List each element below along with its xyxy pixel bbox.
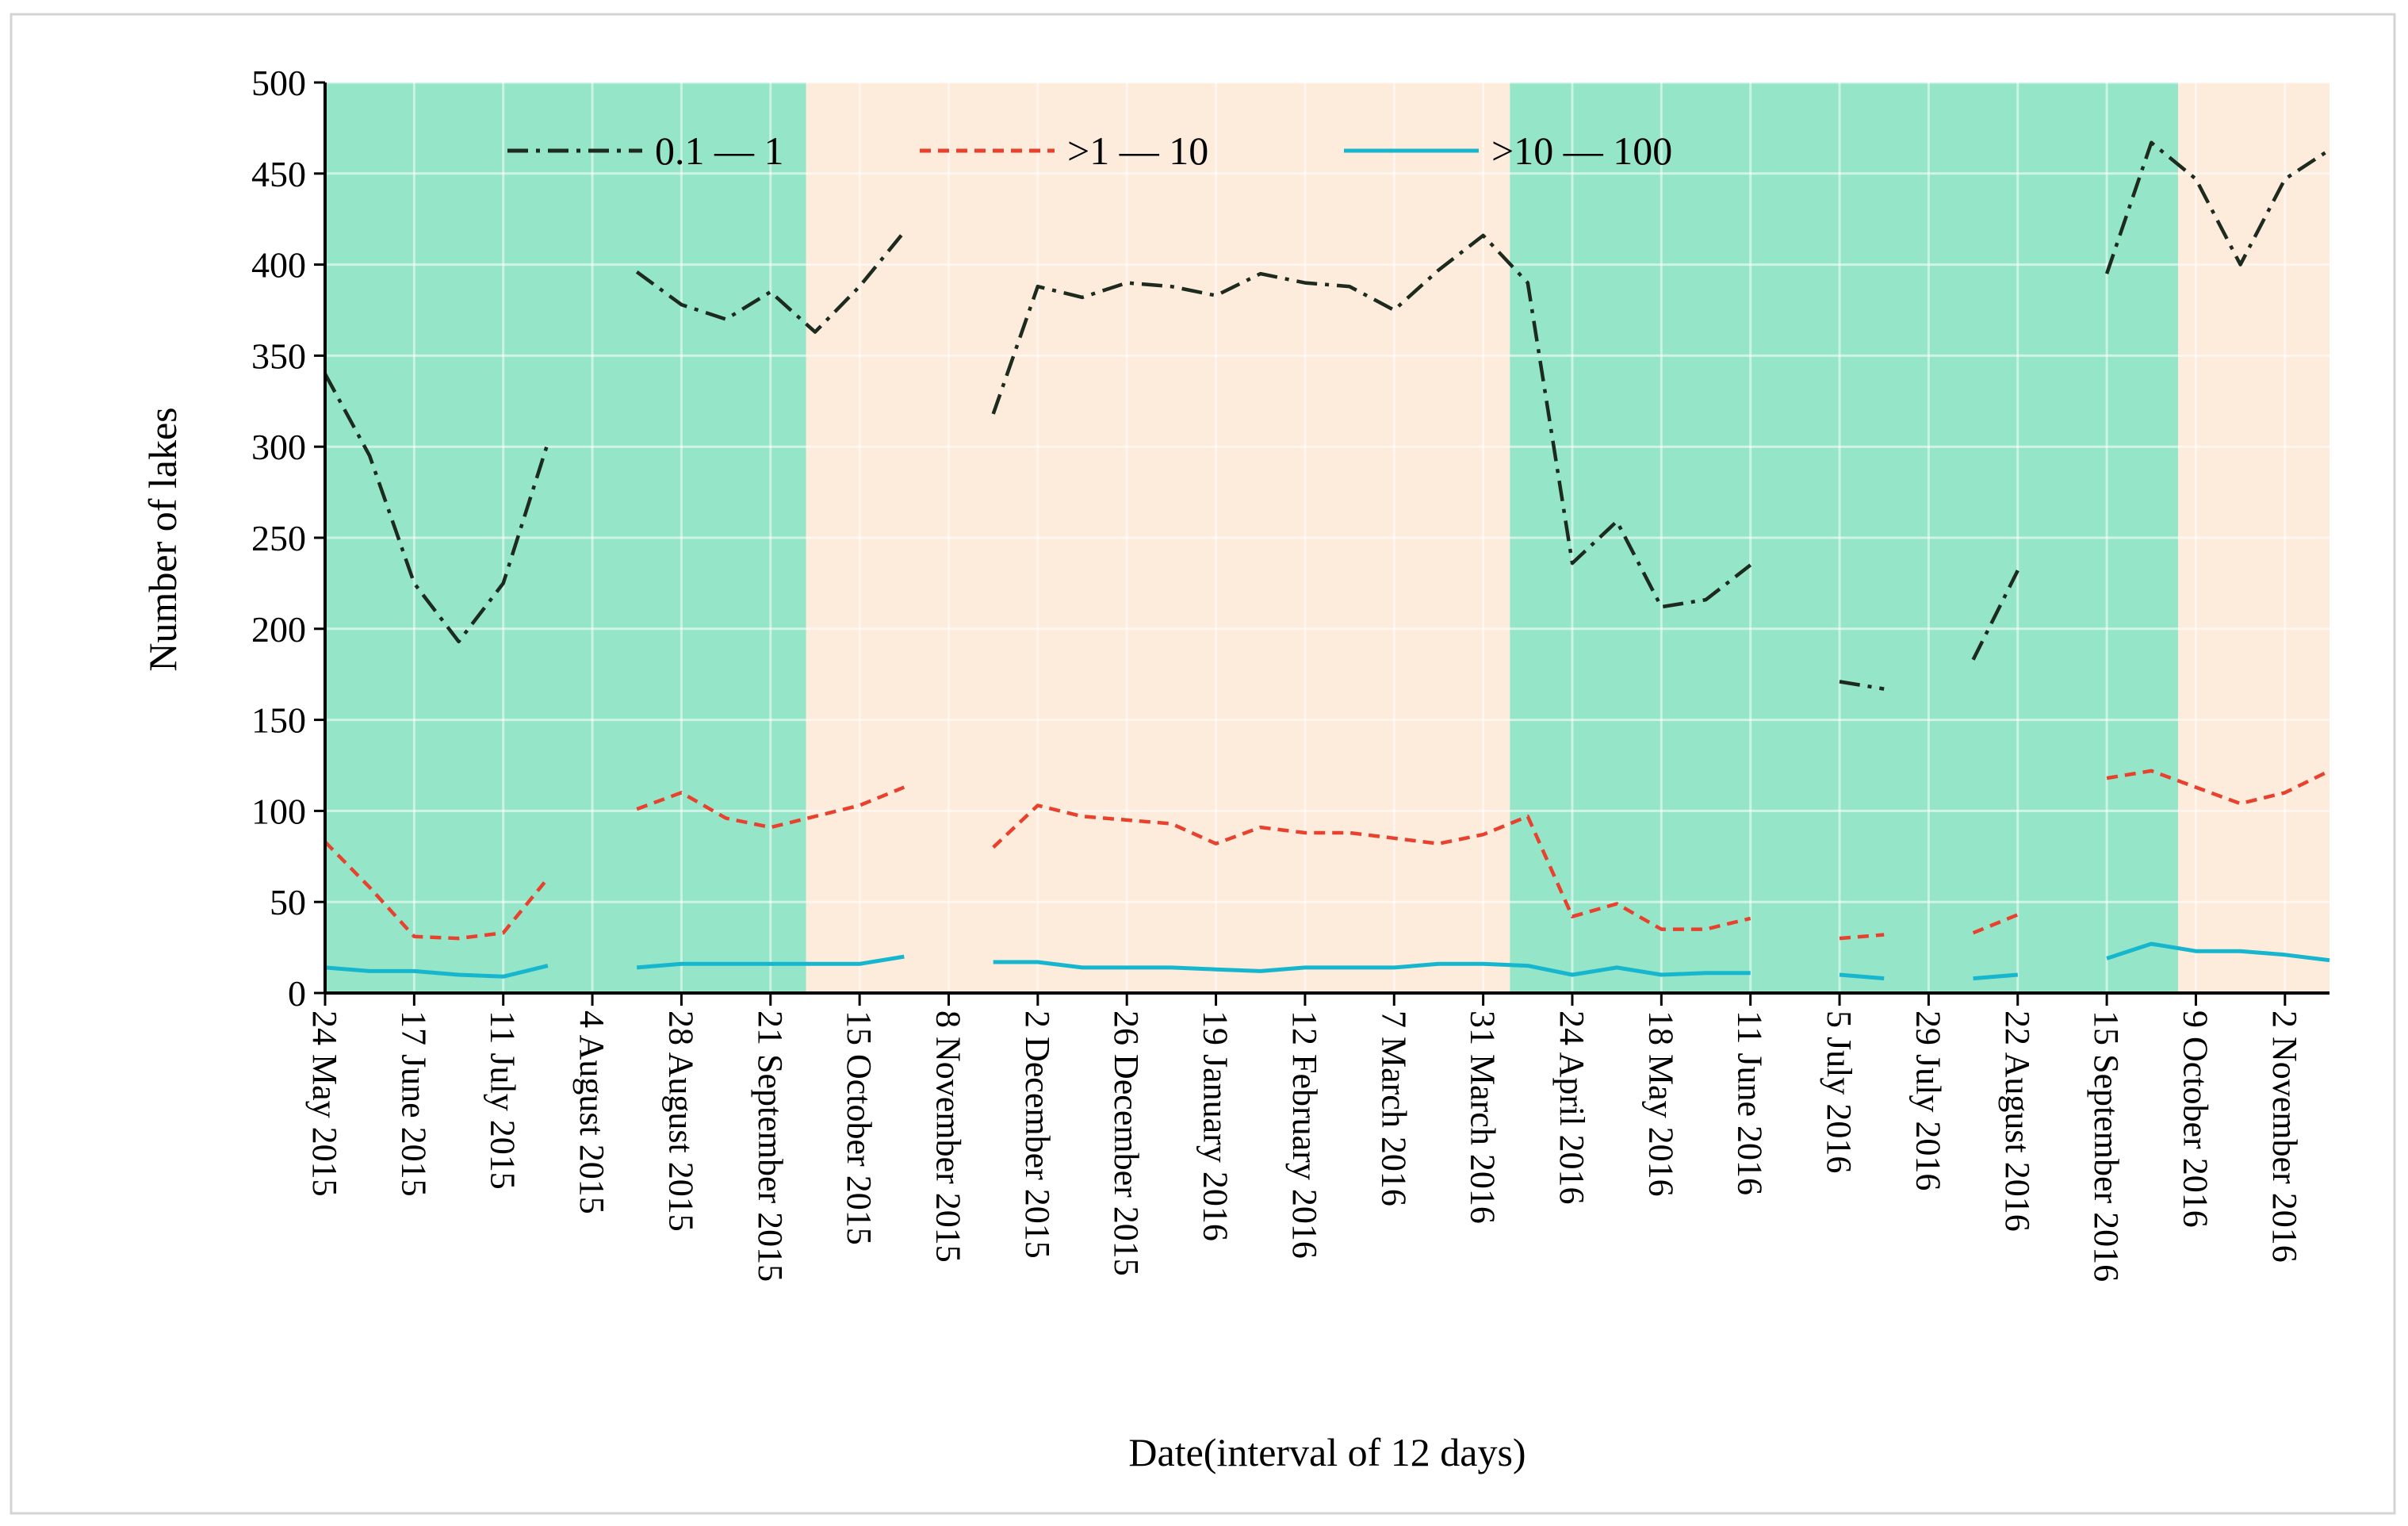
series-line-1: [991, 233, 1752, 609]
x-tick-label: 15 October 2015: [840, 1010, 879, 1245]
x-tick-label: 18 May 2016: [1641, 1010, 1680, 1197]
x-tick-label: 22 August 2016: [1998, 1010, 2037, 1232]
x-tick-label: 2 December 2015: [1018, 1010, 1057, 1259]
series-line-3: [2106, 941, 2330, 963]
series-line-2: [323, 840, 549, 941]
series-line-3: [636, 954, 905, 970]
series-line-2: [1839, 933, 1885, 941]
y-tick-labels: 0 50 100 150 200 250 300 350 400 450 500: [251, 63, 325, 1014]
x-tick-label: 29 July 2016: [1908, 1010, 1947, 1191]
x-tick-label: 24 April 2016: [1552, 1010, 1591, 1204]
y-tick-label: 500: [251, 63, 306, 103]
x-tick-labels: 24 May 2015 17 June 2015 11 July 2015 4 Aug…: [305, 993, 2304, 1282]
y-tick-label: 400: [251, 245, 306, 286]
y-tick-label: 250: [251, 518, 306, 558]
y-tick-label: 200: [251, 609, 306, 650]
x-tick-label: 9 October 2016: [2176, 1010, 2215, 1228]
x-tick-label: 12 February 2016: [1285, 1010, 1324, 1259]
series-line-2: [2106, 769, 2330, 806]
series-line-2: [636, 785, 905, 830]
x-tick-label: 11 July 2015: [484, 1010, 523, 1190]
legend-label-3: >10 — 100: [1491, 128, 1672, 173]
series-line-1: [635, 230, 906, 334]
x-tick-label: 24 May 2015: [305, 1010, 344, 1197]
y-tick-label: 50: [270, 882, 306, 922]
series-line-1: [1971, 569, 2019, 661]
x-tick-label: 8 November 2015: [928, 1010, 967, 1263]
x-tick-label: 7 March 2016: [1374, 1010, 1413, 1206]
gridlines: [325, 81, 2330, 993]
series-line-3: [1973, 972, 2019, 981]
series-line-1: [2104, 140, 2331, 274]
x-tick-label: 17 June 2015: [394, 1010, 433, 1197]
x-tick-label: 19 January 2016: [1196, 1010, 1235, 1241]
y-tick-label: 150: [251, 700, 306, 741]
x-axis-title: Date(interval of 12 days): [1128, 1430, 1526, 1474]
legend: 0.1 — 1 >1 — 10 >10 — 100: [507, 128, 1672, 173]
y-tick-label: 300: [251, 427, 306, 467]
x-tick-label: 28 August 2015: [661, 1010, 700, 1232]
series-line-3: [1839, 972, 1885, 981]
y-tick-label: 0: [288, 973, 306, 1014]
legend-label-2: >1 — 10: [1067, 128, 1208, 173]
x-tick-label: 26 December 2015: [1107, 1010, 1146, 1276]
x-tick-label: 11 June 2016: [1731, 1010, 1770, 1195]
x-tick-label: 2 November 2016: [2265, 1010, 2304, 1263]
x-tick-label: 21 September 2015: [751, 1010, 790, 1282]
x-tick-label: 31 March 2016: [1464, 1010, 1503, 1224]
legend-label-1: 0.1 — 1: [655, 128, 784, 173]
y-tick-label: 100: [251, 791, 306, 831]
x-tick-label: 5 July 2016: [1820, 1010, 1859, 1173]
series-line-2: [992, 803, 1751, 931]
y-axis-title: Number of lakes: [140, 407, 185, 671]
series-layer: [323, 140, 2331, 981]
series-line-2: [1972, 913, 2019, 935]
x-tick-label: 4 August 2015: [572, 1010, 611, 1214]
x-tick-label: 15 September 2016: [2087, 1010, 2126, 1282]
y-tick-label: 350: [251, 335, 306, 376]
series-line-1: [1839, 680, 1885, 691]
y-tick-label: 450: [251, 154, 306, 194]
series-line-3: [324, 964, 549, 979]
series-line-3: [993, 960, 1751, 977]
